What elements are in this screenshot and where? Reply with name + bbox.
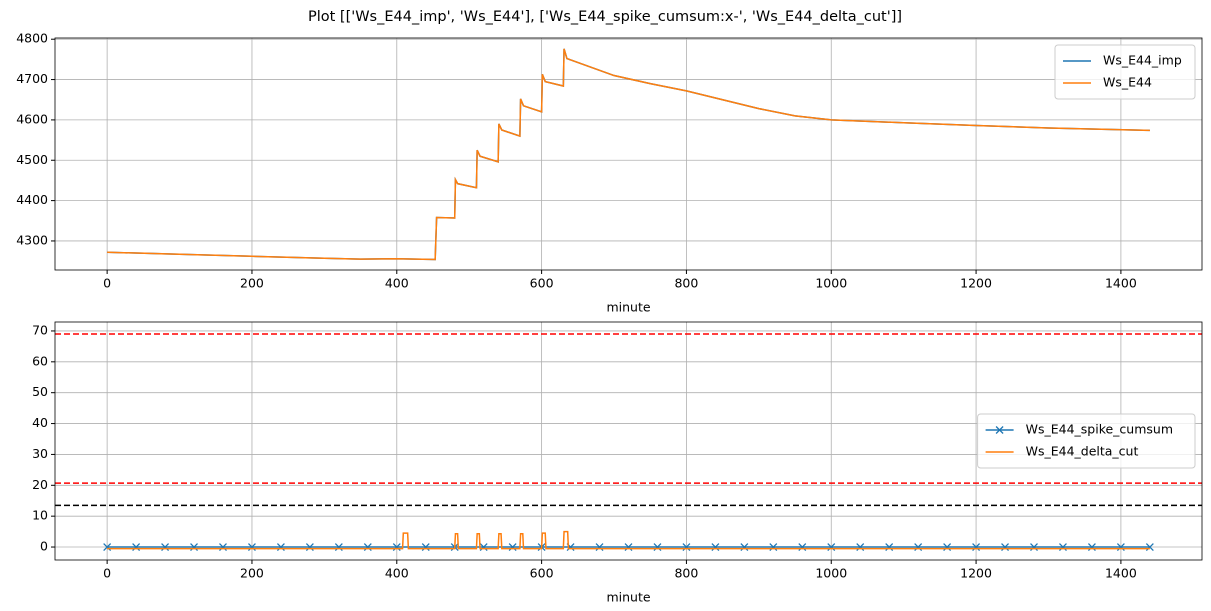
- marker: [856, 543, 865, 551]
- y-tick-label: 70: [32, 322, 48, 337]
- marker: [624, 543, 633, 551]
- x-tick-label: 1000: [815, 276, 847, 291]
- y-tick-label: 0: [40, 539, 48, 554]
- marker: [161, 543, 170, 551]
- marker: [653, 543, 662, 551]
- y-tick-label: 4300: [16, 232, 48, 247]
- x-tick-label: 0: [103, 276, 111, 291]
- marker: [1087, 543, 1096, 551]
- x-tick-label: 400: [385, 276, 409, 291]
- marker: [190, 543, 198, 551]
- legend-marker: [995, 426, 1004, 434]
- marker: [682, 543, 691, 551]
- x-tick-label: 0: [103, 566, 111, 581]
- marker: [363, 543, 372, 551]
- marker: [1145, 543, 1154, 551]
- x-tick-label: 1200: [960, 276, 992, 291]
- x-tick-label: 600: [530, 566, 554, 581]
- marker: [740, 543, 749, 551]
- marker: [1116, 543, 1125, 551]
- y-tick-label: 4800: [16, 31, 48, 46]
- marker: [219, 543, 227, 551]
- marker: [392, 543, 401, 551]
- legend-label: Ws_E44_spike_cumsum: [1026, 422, 1173, 437]
- y-tick-label: 50: [32, 384, 48, 399]
- x-tick-label: 200: [240, 276, 264, 291]
- x-tick-label: 200: [240, 566, 264, 581]
- legend-box: [977, 413, 1196, 469]
- marker: [276, 543, 285, 551]
- y-tick-label: 4500: [16, 152, 48, 167]
- y-tick-label: 4700: [16, 71, 48, 86]
- x-tick-label: 1200: [960, 566, 992, 581]
- x-tick-label: 600: [530, 276, 554, 291]
- marker: [914, 543, 923, 551]
- legend-box: [1054, 44, 1196, 100]
- y-tick-label: 10: [32, 508, 48, 523]
- marker: [305, 543, 314, 551]
- marker: [798, 543, 807, 551]
- marker: [595, 543, 604, 551]
- marker: [103, 543, 112, 551]
- marker: [711, 543, 720, 551]
- marker: [1030, 543, 1038, 551]
- marker: [943, 543, 952, 551]
- x-tick-label: 1400: [1105, 566, 1137, 581]
- series-line: [107, 48, 1150, 261]
- marker: [248, 543, 256, 551]
- plot-area: [55, 333, 1202, 551]
- x-tick-label: 800: [674, 276, 698, 291]
- marker: [885, 543, 894, 551]
- marker: [132, 543, 141, 551]
- marker: [827, 543, 836, 551]
- legend-label: Ws_E44: [1103, 75, 1152, 90]
- marker: [421, 543, 430, 551]
- x-tick-label: 1000: [815, 566, 847, 581]
- marker: [972, 543, 981, 551]
- marker: [334, 543, 343, 551]
- x-tick-label: 400: [385, 566, 409, 581]
- marker: [508, 543, 517, 551]
- marker: [769, 543, 778, 551]
- y-tick-label: 60: [32, 353, 48, 368]
- series-line: [107, 530, 1150, 550]
- axes-frame: [54, 37, 1203, 271]
- x-axis-label: minute: [606, 590, 650, 605]
- y-tick-label: 20: [32, 477, 48, 492]
- legend-label: Ws_E44_imp: [1103, 53, 1182, 68]
- marker: [1001, 543, 1009, 551]
- axes-frame: [54, 321, 1203, 561]
- figure-title: Plot [['Ws_E44_imp', 'Ws_E44'], ['Ws_E44…: [308, 9, 902, 25]
- x-tick-label: 1400: [1105, 276, 1137, 291]
- y-tick-label: 4600: [16, 111, 48, 126]
- legend: Ws_E44_spike_cumsum Ws_E44_delta_cut: [977, 413, 1196, 469]
- y-tick-label: 4400: [16, 192, 48, 207]
- series-line: [107, 48, 1150, 261]
- plot-area: [107, 48, 1150, 261]
- y-tick-label: 40: [32, 415, 48, 430]
- marker: [1059, 543, 1067, 551]
- x-tick-label: 800: [674, 566, 698, 581]
- legend-label: Ws_E44_delta_cut: [1026, 444, 1139, 459]
- y-tick-label: 30: [32, 446, 48, 461]
- marker: [479, 543, 488, 551]
- legend: Ws_E44_imp Ws_E44: [1054, 44, 1196, 100]
- x-axis-label: minute: [606, 300, 650, 315]
